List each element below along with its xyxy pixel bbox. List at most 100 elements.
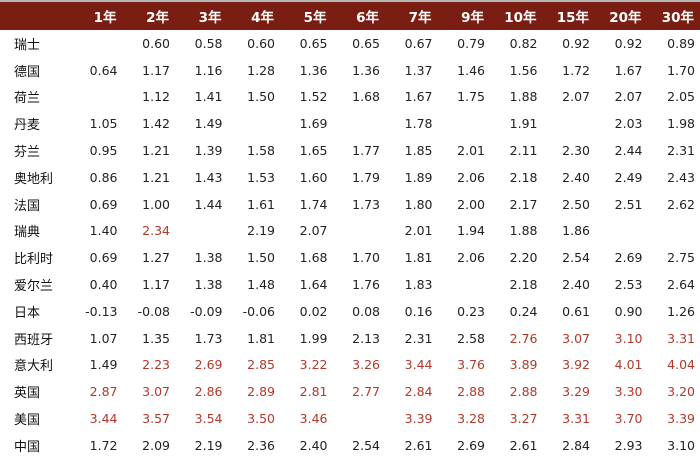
yield-cell: 0.89 [648,30,700,57]
yield-cell [175,218,228,245]
yield-cell: 2.19 [228,218,281,245]
yield-cell: 0.65 [333,30,386,57]
yield-cell: 0.92 [543,30,596,57]
yield-cell: 2.64 [648,271,700,298]
yield-cell: 2.00 [438,191,491,218]
yield-cell: 1.68 [333,84,386,111]
row-label-country: 荷兰 [0,84,70,111]
yield-cell: 0.67 [385,30,438,57]
yield-cell: 1.68 [280,244,333,271]
yield-cell: 3.27 [490,405,543,432]
yield-cell: 1.17 [123,271,176,298]
yield-cell: 1.40 [70,218,123,245]
row-label-country: 美国 [0,405,70,432]
yield-cell: 1.85 [385,137,438,164]
row-label-country: 中国 [0,432,70,459]
yield-cell: 2.13 [333,325,386,352]
yield-cell: 0.86 [70,164,123,191]
yield-cell: 0.40 [70,271,123,298]
yield-cell: 1.05 [70,110,123,137]
column-header: 2年 [123,2,176,30]
column-header: 20年 [595,2,648,30]
yield-cell: 3.30 [595,378,648,405]
yield-cell: 1.86 [543,218,596,245]
yield-cell: 1.98 [648,110,700,137]
yield-cell: 2.20 [490,244,543,271]
yield-cell: 0.69 [70,191,123,218]
column-header: 30年 [648,2,700,30]
column-header: 10年 [490,2,543,30]
yield-cell [228,110,281,137]
yield-cell: 2.03 [595,110,648,137]
yield-cell: 2.54 [543,244,596,271]
yield-cell: 1.28 [228,57,281,84]
yield-cell: 0.69 [70,244,123,271]
yield-cell: 3.39 [385,405,438,432]
yield-cell: 2.87 [70,378,123,405]
column-header: 4年 [228,2,281,30]
yield-cell: 0.82 [490,30,543,57]
yield-cell: 3.20 [648,378,700,405]
yield-cell: 3.57 [123,405,176,432]
yield-cell: 2.18 [490,271,543,298]
row-label-country: 德国 [0,57,70,84]
yield-cell: 1.46 [438,57,491,84]
yield-cell: 3.07 [543,325,596,352]
yield-cell [70,84,123,111]
yield-cell: 2.54 [333,432,386,459]
yield-cell: 1.50 [228,84,281,111]
yield-cell: 1.70 [333,244,386,271]
yield-cell: 3.39 [648,405,700,432]
yield-cell: 1.21 [123,164,176,191]
row-label-country: 比利时 [0,244,70,271]
yield-cell: 3.54 [175,405,228,432]
yield-cell: 1.37 [385,57,438,84]
yield-cell: 2.30 [543,137,596,164]
yield-cell: 1.65 [280,137,333,164]
yield-cell: 2.84 [543,432,596,459]
yield-cell: 2.89 [228,378,281,405]
yield-cell: 0.61 [543,298,596,325]
yield-cell: 2.19 [175,432,228,459]
yield-cell: 2.85 [228,352,281,379]
yield-cell: 3.31 [543,405,596,432]
yield-cell: 0.95 [70,137,123,164]
yield-cell: 0.64 [70,57,123,84]
yield-cell [648,218,700,245]
yield-cell: 2.01 [385,218,438,245]
yield-cell: 2.18 [490,164,543,191]
yield-cell: 2.77 [333,378,386,405]
yield-cell: 2.43 [648,164,700,191]
yield-cell: 1.69 [280,110,333,137]
yield-cell: 3.70 [595,405,648,432]
row-label-country: 日本 [0,298,70,325]
yield-cell: 1.81 [228,325,281,352]
yield-cell: 3.31 [648,325,700,352]
column-header: 15年 [543,2,596,30]
yield-cell: 1.43 [175,164,228,191]
yield-cell: 1.64 [280,271,333,298]
row-label-country: 英国 [0,378,70,405]
column-header: 3年 [175,2,228,30]
yield-cell: 1.67 [385,84,438,111]
row-label-country: 法国 [0,191,70,218]
yield-cell: 2.31 [385,325,438,352]
yield-cell: 0.92 [595,30,648,57]
yield-cell: 3.26 [333,352,386,379]
yield-cell: 2.61 [490,432,543,459]
yield-cell: 1.36 [333,57,386,84]
yield-cell: 2.88 [438,378,491,405]
yield-cell [438,271,491,298]
yield-cell: 1.99 [280,325,333,352]
yield-cell: 2.62 [648,191,700,218]
row-label-country: 意大利 [0,352,70,379]
yield-cell: 1.42 [123,110,176,137]
row-label-country: 爱尔兰 [0,271,70,298]
